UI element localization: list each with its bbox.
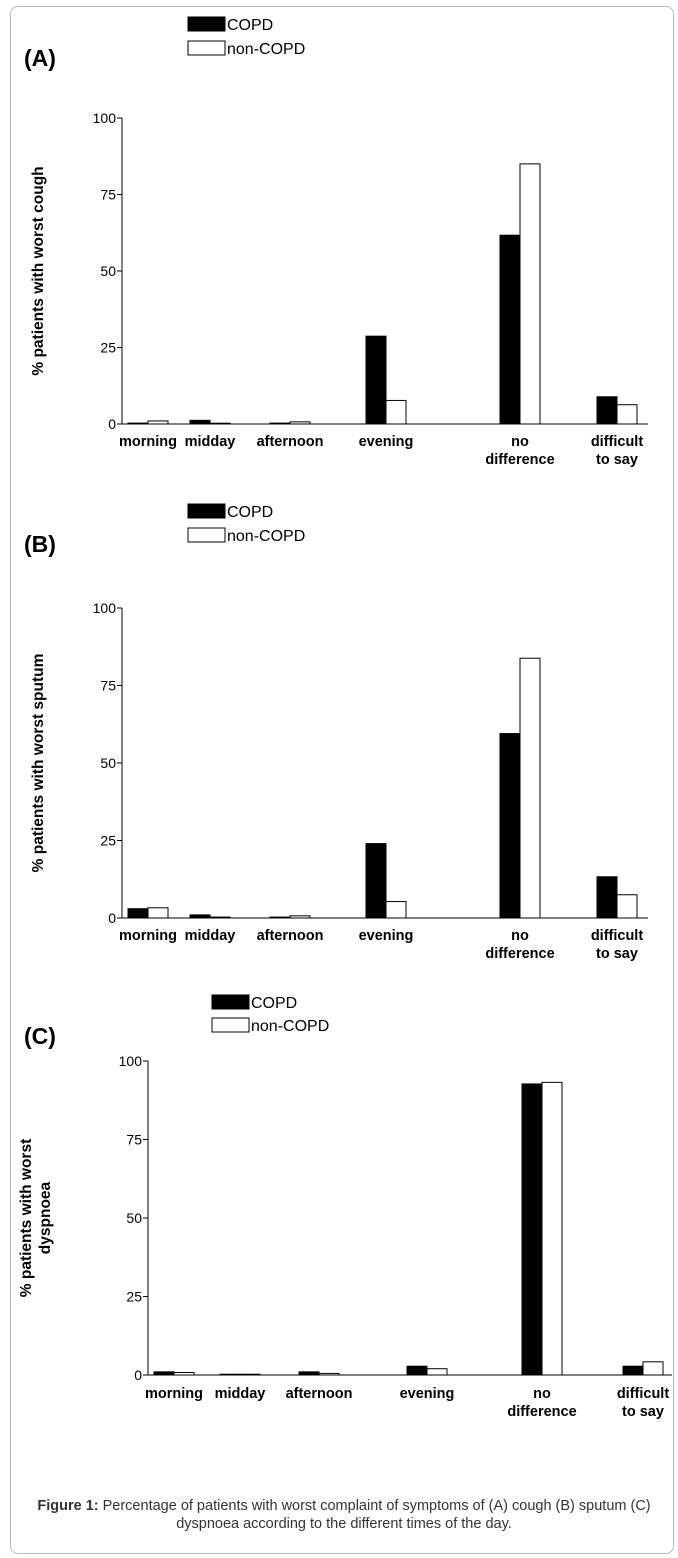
chart1-bar-copd-2 (189, 419, 211, 425)
chart1-y-tick-label: 25 (100, 340, 116, 356)
figure-caption: Figure 1: Percentage of patients with wo… (24, 1497, 664, 1533)
chart3-category-label: evening (400, 1386, 455, 1402)
chart1-bar-non-copd-5 (519, 163, 541, 425)
chart1-legend-swatch-non-copd (187, 40, 226, 56)
chart1-bar-non-copd-1 (147, 420, 169, 425)
chart3-bar-copd-4 (406, 1365, 428, 1376)
chart3-legend-swatch-copd (211, 994, 250, 1010)
chart2-category-label: morning (119, 928, 177, 944)
chart2-category-label: evening (359, 928, 414, 944)
chart2-bar-non-copd-5 (519, 657, 541, 919)
figure-charts: (A) COPD non-COPD % patients with worst cou… (18, 16, 672, 1420)
chart2-y-tick-label: 50 (100, 755, 116, 771)
chart3-category-label: to say (622, 1404, 664, 1420)
caption-text: Percentage of patients with worst compla… (98, 1498, 651, 1532)
chart2-bar-non-copd-4 (385, 901, 407, 919)
chart2-bar-non-copd-2 (209, 916, 231, 919)
chart1-category-label: no (511, 434, 529, 450)
chart2-category-label: difficult (591, 928, 644, 944)
chart3-category-label: midday (215, 1386, 266, 1402)
chart2-category-label: to say (596, 946, 638, 962)
chart3-y-tick-label: 75 (126, 1132, 142, 1148)
chart2-legend-label-copd: COPD (227, 504, 273, 521)
chart2-y-tick-label: 100 (93, 600, 117, 616)
chart1-bar-copd-5 (499, 234, 521, 425)
chart2-bar-copd-3 (269, 916, 291, 919)
chart3-category-label: no (533, 1386, 551, 1402)
chart2-legend-swatch-copd (187, 503, 226, 519)
chart3-bar-copd-6 (622, 1365, 644, 1376)
chart1-y-tick-label: 75 (100, 187, 116, 203)
chart2-legend-swatch-non-copd (187, 527, 226, 543)
chart1-bar-non-copd-4 (385, 399, 407, 425)
chart2-category-label: difference (485, 946, 554, 962)
chart2-category-label: afternoon (257, 928, 324, 944)
chart3-y-axis-title: % patients with worst dyspnoea (18, 1139, 54, 1297)
chart2-panel-label: (B) (24, 531, 56, 557)
chart3-y-tick-label: 0 (134, 1367, 142, 1383)
chart3-bar-non-copd-5 (541, 1081, 563, 1376)
chart1-category-label: difference (485, 452, 554, 468)
chart1-bar-non-copd-2 (209, 422, 231, 425)
chart2-bar-copd-6 (596, 876, 618, 919)
chart3-bar-non-copd-6 (642, 1361, 664, 1376)
chart1-y-tick-label: 0 (108, 416, 116, 432)
chart3-bar-non-copd-3 (318, 1372, 340, 1376)
chart3-legend-label-copd: COPD (251, 995, 297, 1012)
chart3-bar-non-copd-2 (239, 1373, 261, 1376)
chart1-legend-label-non-copd: non-COPD (227, 41, 305, 58)
chart3-y-tick-label: 100 (119, 1053, 143, 1069)
chart1-bar-non-copd-3 (289, 421, 311, 425)
chart3-y-tick-label: 25 (126, 1289, 142, 1305)
chart2-bar-non-copd-3 (289, 915, 311, 919)
chart1-bar-copd-3 (269, 422, 291, 425)
caption-label: Figure 1: (37, 1498, 99, 1514)
chart3-bar-non-copd-1 (173, 1371, 195, 1376)
chart2-legend-label-non-copd: non-COPD (227, 528, 305, 545)
chart3-legend-swatch-non-copd (211, 1017, 250, 1033)
chart2-y-tick-label: 75 (100, 678, 116, 694)
chart1-bar-copd-4 (365, 335, 387, 425)
chart3-bar-copd-3 (298, 1371, 320, 1376)
figure-frame (10, 6, 674, 1554)
chart1-category-label: midday (185, 434, 236, 450)
chart1-y-axis-title: % patients with worst cough (30, 166, 47, 375)
chart1-bar-copd-1 (127, 422, 149, 425)
chart2-bar-copd-2 (189, 914, 211, 919)
chart3-category-label: afternoon (286, 1386, 353, 1402)
chart3-category-label: difference (507, 1404, 576, 1420)
chart2-category-label: midday (185, 928, 236, 944)
chart1-legend-swatch-copd (187, 16, 226, 32)
chart2-y-tick-label: 25 (100, 833, 116, 849)
chart2-y-tick-label: 0 (108, 910, 116, 926)
chart1-panel-label: (A) (24, 45, 56, 71)
chart3-category-label: morning (145, 1386, 203, 1402)
chart1-category-label: to say (596, 452, 638, 468)
chart3-panel-label: (C) (24, 1023, 56, 1049)
chart3-bar-copd-1 (153, 1371, 175, 1376)
chart1-category-label: afternoon (257, 434, 324, 450)
chart1-category-label: morning (119, 434, 177, 450)
chart3-bar-copd-2 (219, 1373, 241, 1376)
chart1-bar-non-copd-6 (616, 404, 638, 425)
chart2-bar-non-copd-6 (616, 894, 638, 919)
chart1-legend-label-copd: COPD (227, 17, 273, 34)
chart1-bar-copd-6 (596, 396, 618, 425)
chart3-bar-non-copd-4 (426, 1368, 448, 1376)
chart3-category-label: difficult (617, 1386, 670, 1402)
chart1-category-label: difficult (591, 434, 644, 450)
chart1-y-tick-label: 100 (93, 110, 117, 126)
chart3-legend-label-non-copd: non-COPD (251, 1018, 329, 1035)
chart2-bar-copd-1 (127, 908, 149, 919)
chart3-y-tick-label: 50 (126, 1210, 142, 1226)
chart2-y-axis-title: % patients with worst sputum (30, 654, 47, 873)
chart2-bar-copd-5 (499, 733, 521, 919)
chart3-bar-copd-5 (521, 1083, 543, 1376)
chart2-category-label: no (511, 928, 529, 944)
chart2-bar-copd-4 (365, 843, 387, 919)
chart1-category-label: evening (359, 434, 414, 450)
chart2-bar-non-copd-1 (147, 907, 169, 919)
chart1-y-tick-label: 50 (100, 263, 116, 279)
